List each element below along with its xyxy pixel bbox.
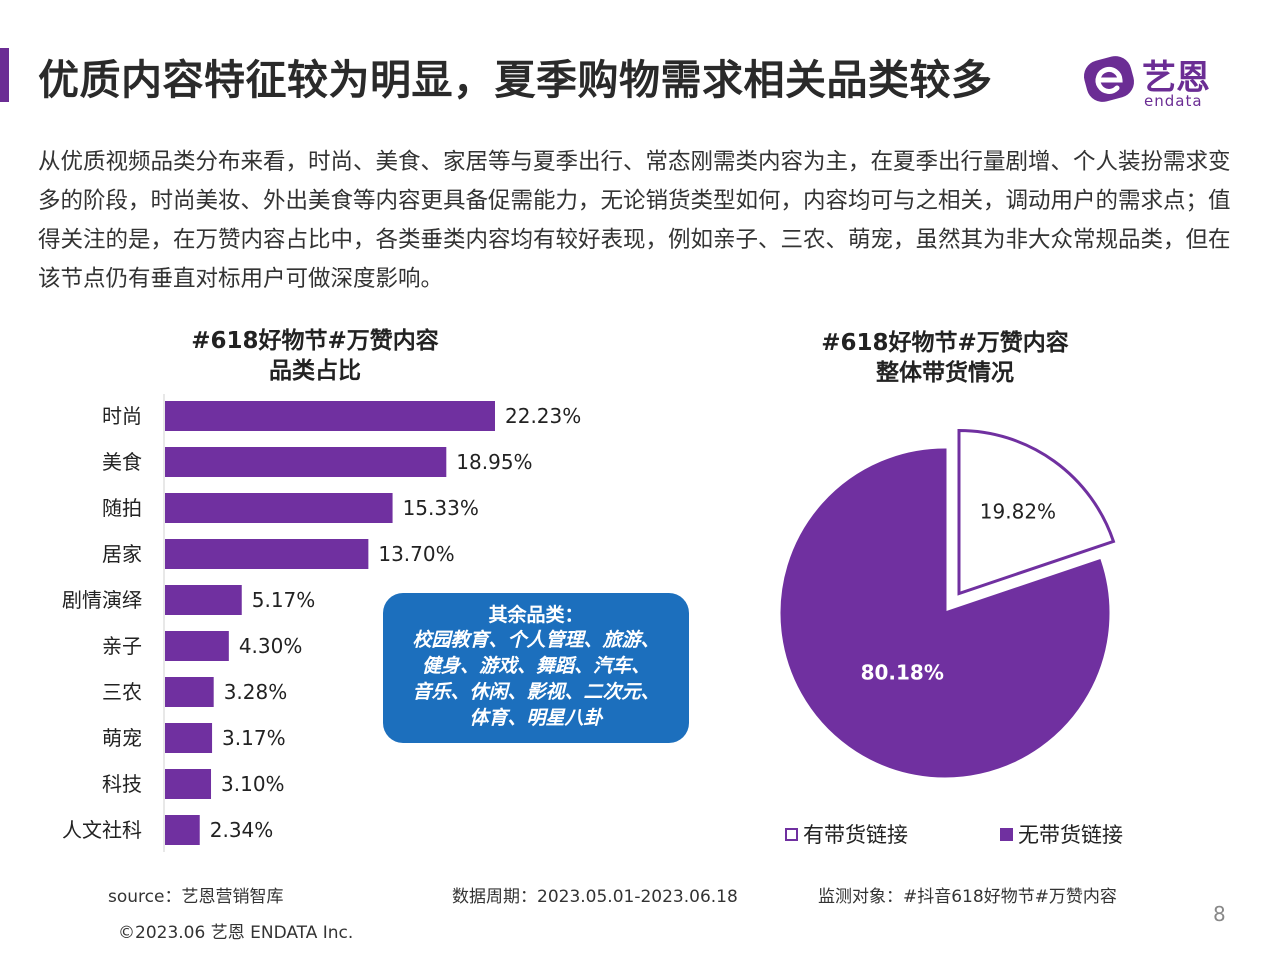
bar-value-label: 18.95% [456, 450, 532, 474]
footer-target: 监测对象：#抖音618好物节#万赞内容 [818, 887, 1117, 907]
page-number: 8 [1213, 902, 1226, 926]
bar-category-label: 亲子 [102, 634, 142, 658]
legend-item-without-link: 无带货链接 [1000, 820, 1123, 848]
bar-value-label: 3.10% [221, 772, 285, 796]
pie-slice-label: 19.82% [980, 499, 1056, 523]
bar [165, 539, 369, 569]
bar-value-label: 3.28% [224, 680, 288, 704]
bar-value-label: 5.17% [252, 588, 316, 612]
page-title: 优质内容特征较为明显，夏季购物需求相关品类较多 [38, 56, 993, 104]
bar-chart: 时尚 22.23% 美食 18.95% 随拍 15.33% 居家 13.70% 剧情演绎 5.17… [62, 394, 581, 852]
bar-category-label: 人文社科 [62, 818, 142, 842]
pie-chart: 19.82% 80.18% [780, 429, 1116, 778]
footer-period: 数据周期：2023.05.01-2023.06.18 [452, 887, 738, 907]
bar [165, 585, 242, 615]
bar-category-label: 时尚 [102, 404, 142, 428]
callout-line: 音乐、休闲、影视、二次元、 [412, 681, 660, 703]
callout-body: 校园教育、个人管理、旅游、 健身、游戏、舞蹈、汽车、 音乐、休闲、影视、二次元、… [383, 627, 689, 731]
bar-chart-title-line: 品类占比 [269, 358, 361, 384]
bar-category-label: 剧情演绎 [62, 588, 142, 612]
bar-category-label: 科技 [102, 772, 142, 796]
legend-item-with-link: 有带货链接 [785, 820, 908, 848]
brand-logo: 艺恩 endata [1080, 50, 1240, 114]
logo-text-en: endata [1144, 92, 1203, 110]
bar [165, 493, 393, 523]
bar-category-label: 萌宠 [102, 726, 142, 750]
legend-label: 无带货链接 [1018, 823, 1123, 847]
bar [165, 447, 447, 477]
bar [165, 401, 495, 431]
bar [165, 769, 212, 799]
footer-copyright: ©2023.06 艺恩 ENDATA Inc. [118, 923, 354, 943]
bar-category-label: 美食 [102, 450, 142, 474]
legend-label: 有带货链接 [803, 823, 908, 847]
pie-chart-title-line: #618好物节#万赞内容 [821, 330, 1069, 356]
pie-chart-title-line: 整体带货情况 [876, 360, 1014, 386]
callout-line: 体育、明星八卦 [469, 707, 603, 729]
intro-paragraph: 从优质视频品类分布来看，时尚、美食、家居等与夏季出行、常态刚需类内容为主，在夏季… [38, 149, 1231, 292]
logo-mark-icon [1083, 56, 1135, 102]
legend-swatch-without-link [1000, 827, 1013, 841]
bar-value-label: 22.23% [505, 404, 581, 428]
bar-chart-title: #618好物节#万赞内容 品类占比 [160, 326, 470, 386]
bar-value-label: 15.33% [403, 496, 479, 520]
bar-value-label: 4.30% [239, 634, 303, 658]
pie-chart-title: #618好物节#万赞内容 整体带货情况 [790, 328, 1100, 388]
logo-text-cn: 艺恩 [1142, 58, 1210, 98]
legend-swatch-with-link [785, 827, 798, 841]
bar-category-label: 随拍 [102, 496, 142, 520]
pie-slice-without-link [780, 448, 1110, 778]
callout-line: 健身、游戏、舞蹈、汽车、 [421, 655, 650, 677]
bar-value-label: 2.34% [210, 818, 274, 842]
bar [165, 631, 229, 661]
other-categories-callout: 其余品类： 校园教育、个人管理、旅游、 健身、游戏、舞蹈、汽车、 音乐、休闲、影… [383, 593, 689, 743]
bar-category-label: 三农 [102, 680, 142, 704]
bar-value-label: 3.17% [222, 726, 286, 750]
bar [165, 677, 214, 707]
bar [165, 723, 213, 753]
bar-category-label: 居家 [102, 542, 142, 566]
bar [165, 815, 200, 845]
title-accent-bar [0, 48, 9, 102]
footer-source: source：艺恩营销智库 [108, 887, 284, 907]
pie-slice-with-link [957, 429, 1116, 596]
callout-heading: 其余品类： [488, 604, 584, 626]
bar-value-label: 13.70% [378, 542, 454, 566]
pie-slice-label: 80.18% [861, 661, 944, 685]
bar-chart-title-line: #618好物节#万赞内容 [191, 328, 439, 354]
callout-line: 校园教育、个人管理、旅游、 [412, 629, 660, 651]
